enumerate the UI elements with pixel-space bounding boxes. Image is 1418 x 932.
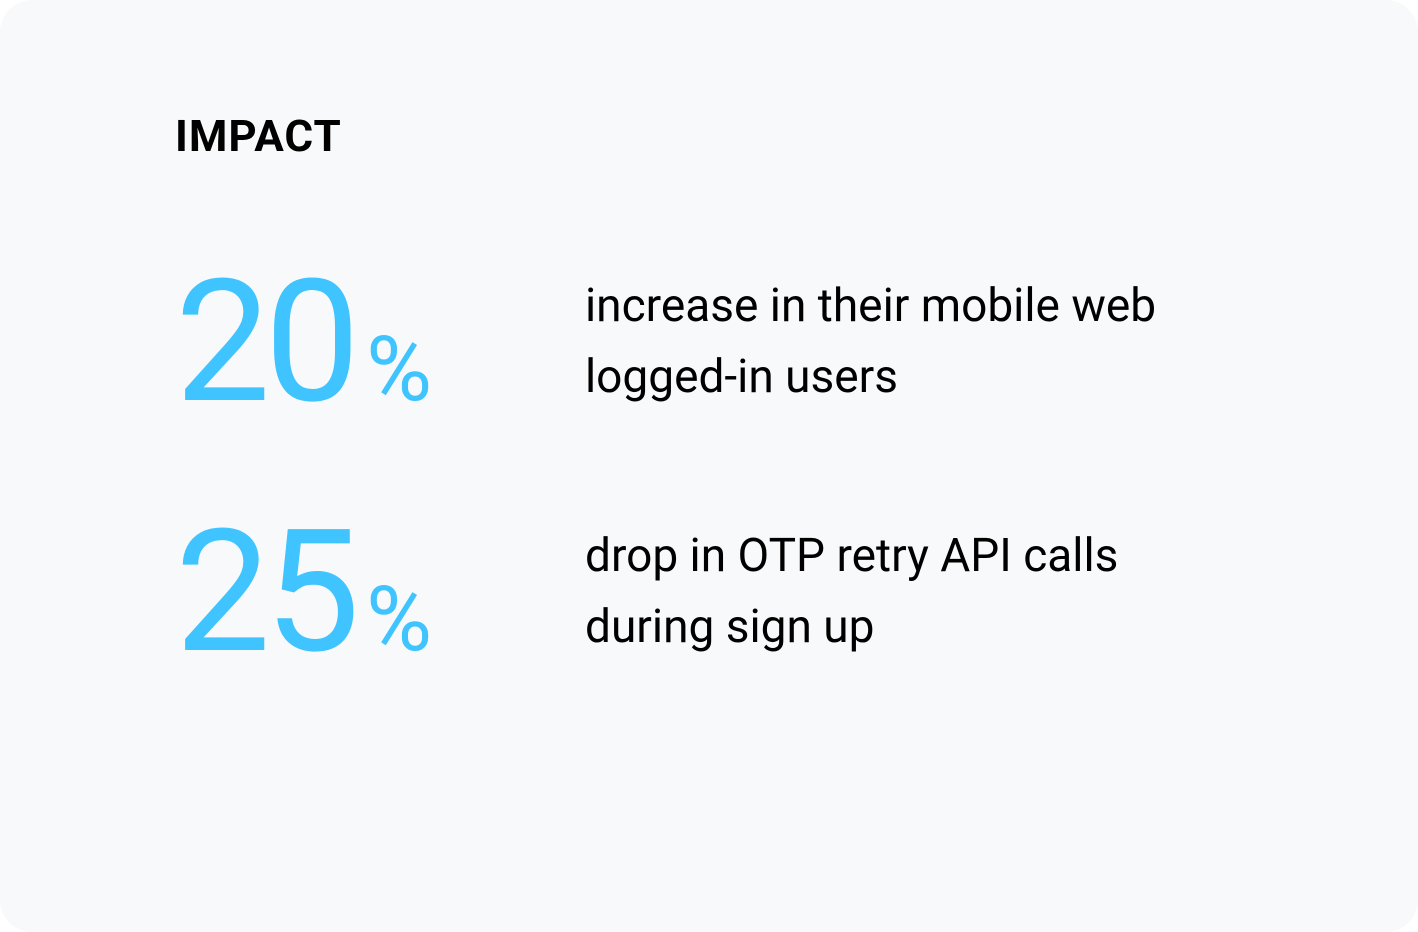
stat-unit: % [366,317,432,422]
stat-value-wrap: 20 % [175,257,575,427]
stat-value: 25 [175,507,354,677]
stat-value-wrap: 25 % [175,507,575,677]
stat-description: drop in OTP retry API calls during sign … [585,521,1243,664]
stat-row: 25 % drop in OTP retry API calls during … [175,507,1243,677]
card-heading: IMPACT [175,110,1243,162]
stat-value: 20 [175,257,354,427]
impact-card: IMPACT 20 % increase in their mobile web… [0,0,1418,932]
stat-unit: % [366,567,432,672]
stat-description: increase in their mobile web logged-in u… [585,271,1243,414]
stat-row: 20 % increase in their mobile web logged… [175,257,1243,427]
